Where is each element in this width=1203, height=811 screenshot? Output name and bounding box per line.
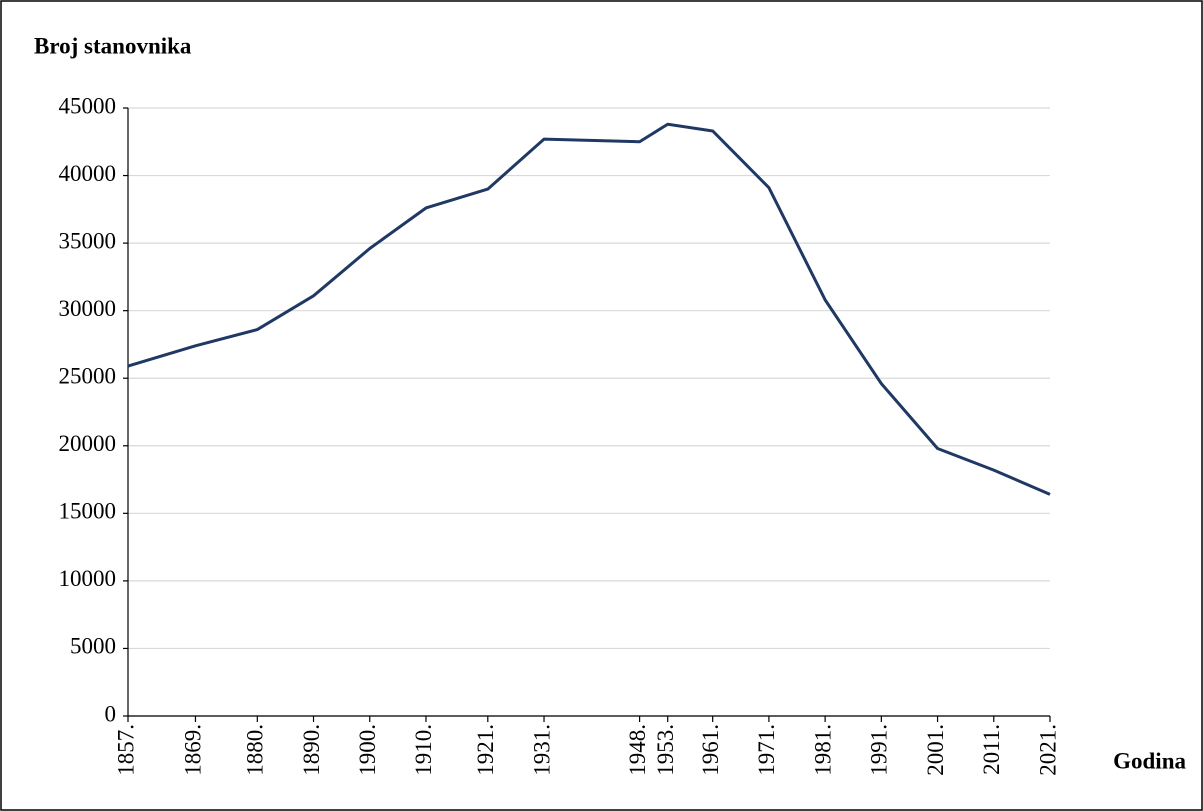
x-tick-label: 2011. xyxy=(979,724,1004,775)
x-tick-label: 1961. xyxy=(698,724,723,776)
x-tick-label: 1910. xyxy=(411,724,436,776)
y-tick-label: 40000 xyxy=(59,161,117,186)
x-tick-label: 1981. xyxy=(810,724,835,776)
x-tick-label: 2001. xyxy=(923,724,948,776)
x-tick-label: 1921. xyxy=(473,724,498,776)
chart-title: Broj stanovnika xyxy=(34,33,192,58)
y-tick-label: 5000 xyxy=(70,634,116,659)
x-tick-label: 1890. xyxy=(299,724,324,776)
y-tick-label: 25000 xyxy=(59,364,117,389)
y-tick-label: 45000 xyxy=(59,93,117,118)
y-tick-label: 30000 xyxy=(59,296,117,321)
x-tick-label: 1948. xyxy=(625,724,650,776)
x-tick-label: 1880. xyxy=(243,724,268,776)
x-tick-label: 1953. xyxy=(653,724,678,776)
x-tick-label: 1857. xyxy=(113,724,138,776)
x-tick-label: 1900. xyxy=(355,724,380,776)
x-tick-label: 2021. xyxy=(1035,724,1060,776)
x-tick-label: 1991. xyxy=(867,724,892,776)
y-tick-label: 15000 xyxy=(59,499,117,524)
line xyxy=(127,122,1051,496)
x-tick-label: 1931. xyxy=(529,724,554,776)
y-tick-label: 35000 xyxy=(59,228,117,253)
y-tick-label: 20000 xyxy=(59,431,117,456)
x-axis-label: Godina xyxy=(1113,748,1186,773)
y-tick-label: 0 xyxy=(105,701,117,726)
x-tick-label: 1971. xyxy=(754,724,779,776)
x-tick-label: 1869. xyxy=(181,724,206,776)
y-tick-label: 10000 xyxy=(59,566,117,591)
